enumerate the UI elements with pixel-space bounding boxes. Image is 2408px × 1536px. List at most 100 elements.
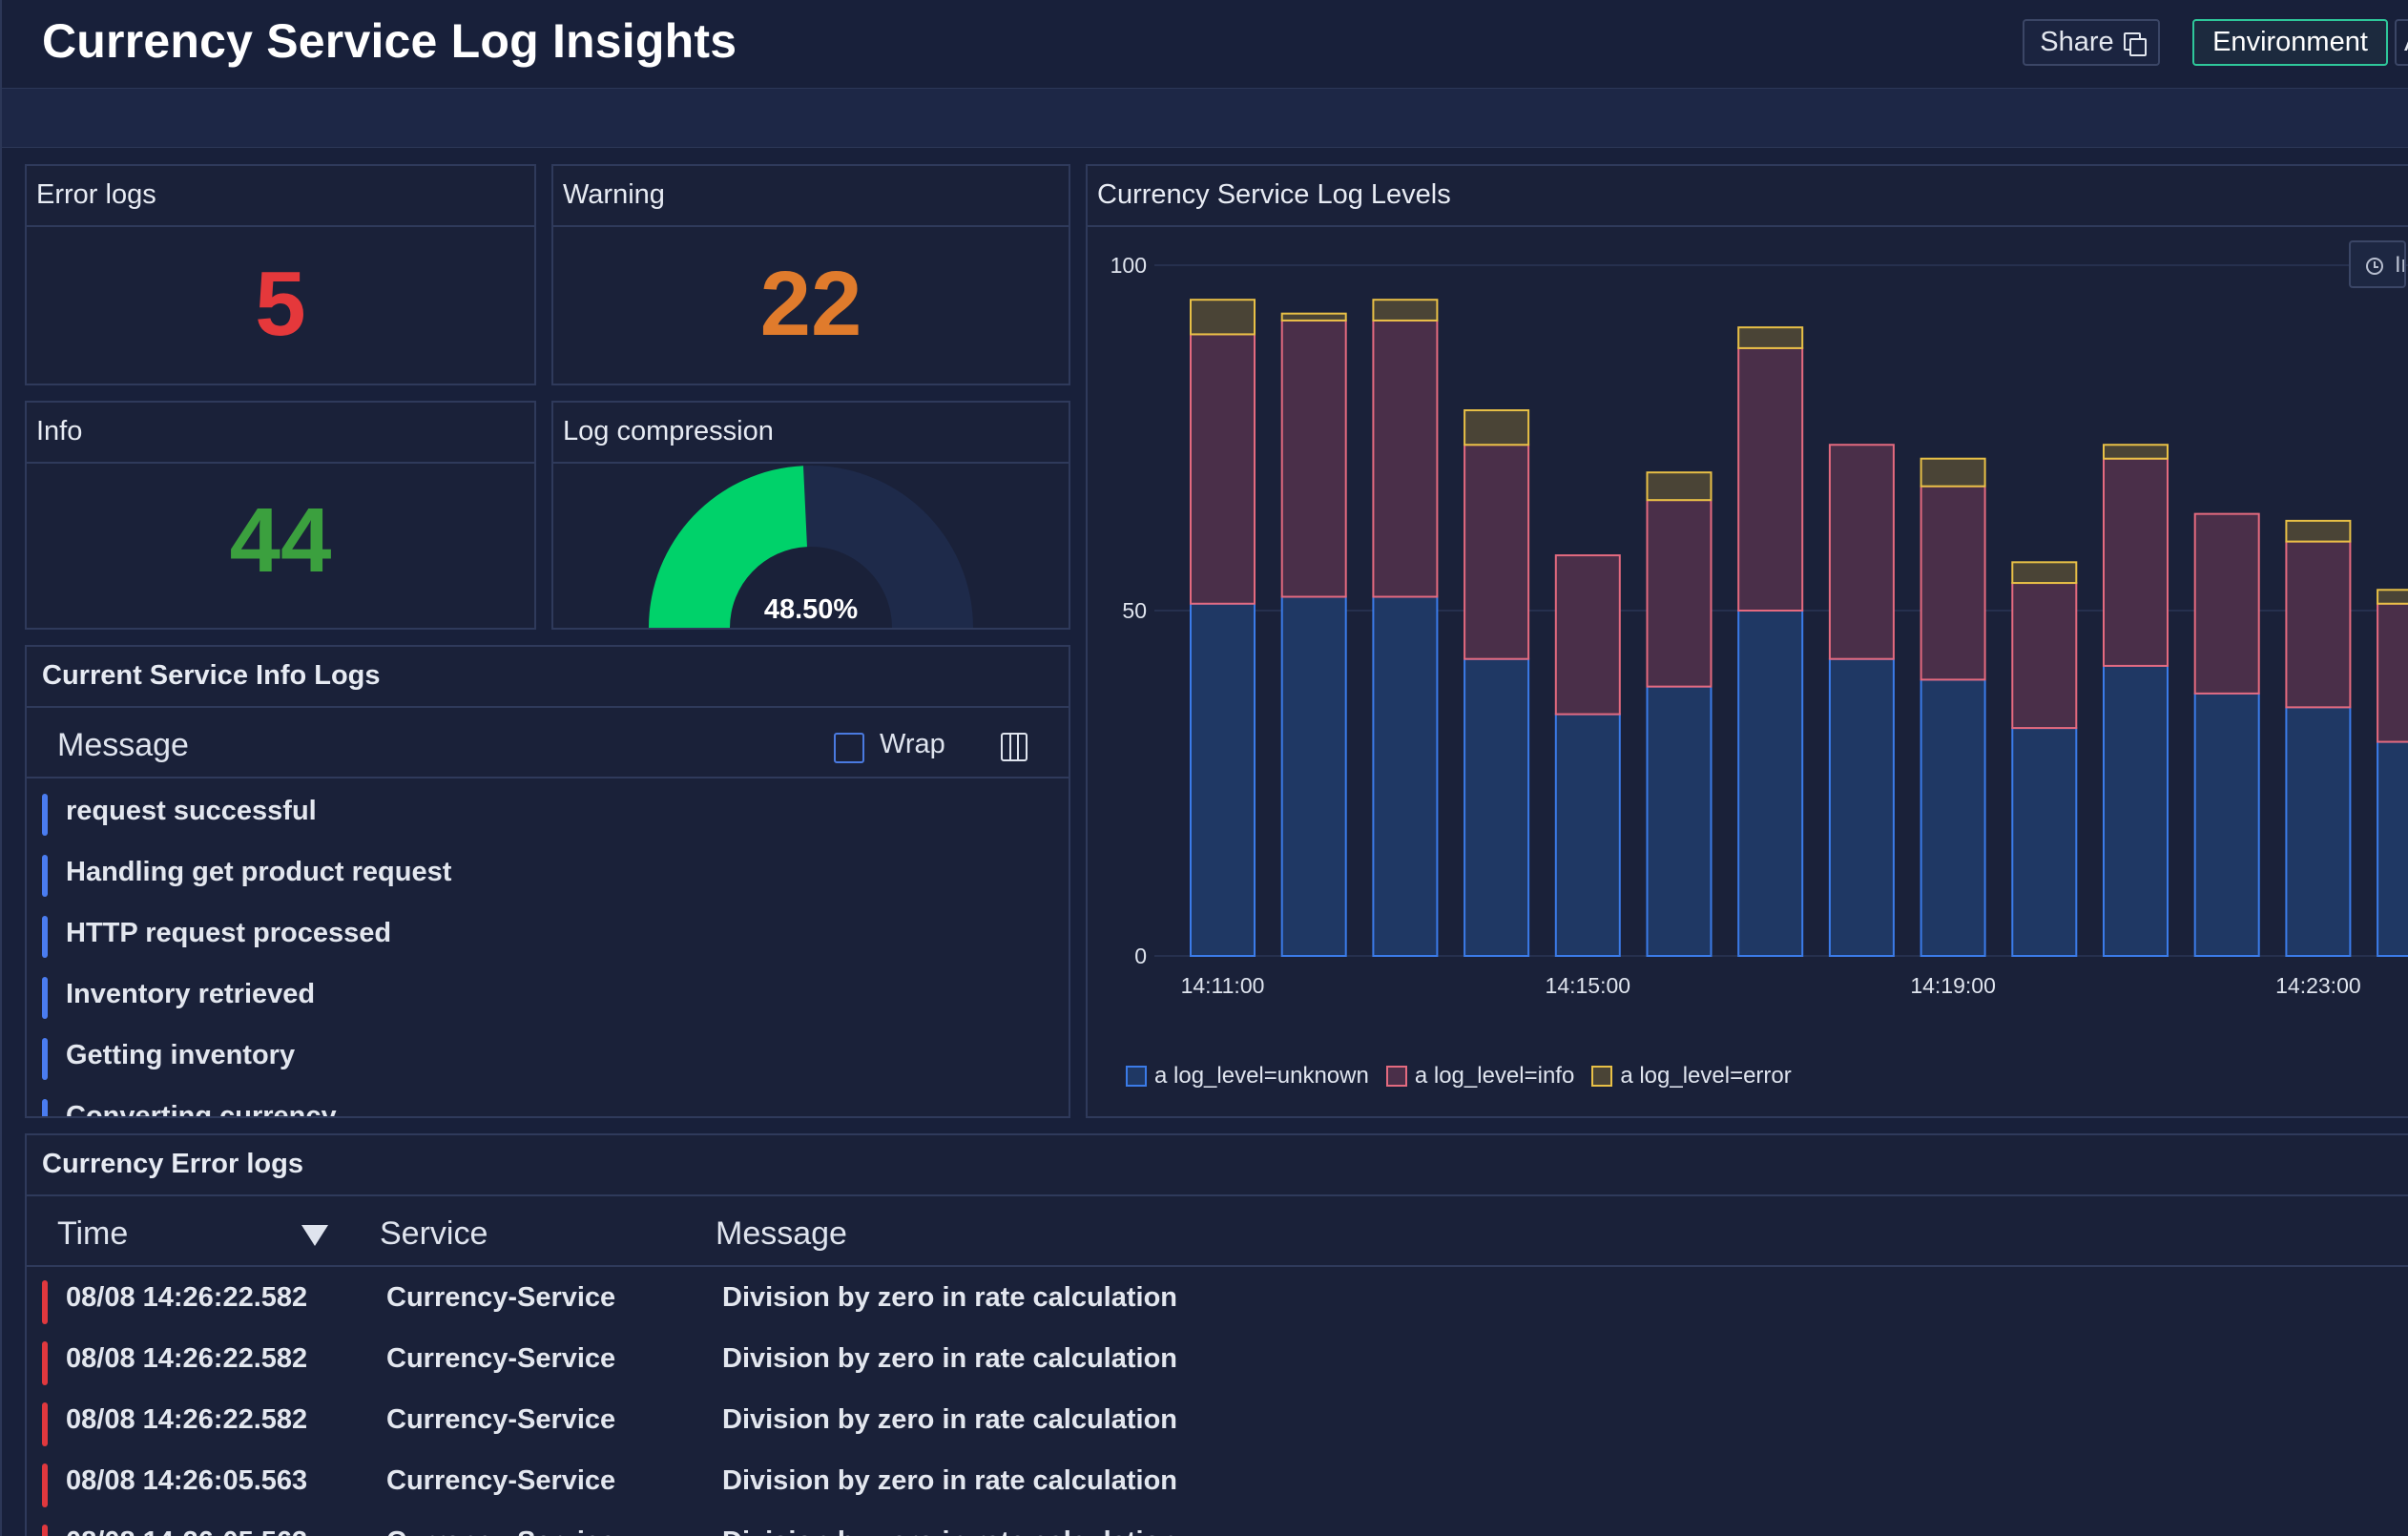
panel-title: Info	[27, 403, 534, 464]
bar-segment	[2377, 740, 2408, 957]
bar-segment	[1828, 444, 1895, 660]
legend-item[interactable]: a log_level=unknown	[1126, 1063, 1369, 1090]
gauge-track	[802, 466, 973, 628]
bar-segment	[2011, 561, 2078, 585]
error-logs-table-panel: Currency Error logs Time Service Message…	[25, 1133, 2408, 1536]
cell-service: Currency-Service	[386, 1282, 616, 1313]
error-log-list: 08/08 14:26:22.582 Currency-Service Divisi…	[27, 1269, 2408, 1536]
bar-segment	[2193, 692, 2260, 957]
bar-segment	[1280, 319, 1347, 598]
legend-item[interactable]: a log_level=info	[1385, 1063, 1575, 1090]
sort-desc-icon[interactable]	[301, 1225, 328, 1246]
legend-swatch	[1591, 1066, 1613, 1087]
legend-label: a log_level=error	[1620, 1063, 1792, 1089]
error-logs-panel: Error logs 5	[25, 164, 536, 385]
warning-panel: Warning 22	[551, 164, 1070, 385]
log-levels-chart: 0 50 100 14:11:00 14:15:00 14:19:00 14:23:00	[1111, 253, 2408, 998]
clock-icon	[2366, 258, 2383, 275]
legend-label: a log_level=unknown	[1154, 1063, 1369, 1089]
table-row[interactable]: 08/08 14:26:22.582 Currency-Service Divisi…	[27, 1391, 2408, 1452]
share-button[interactable]: Share	[2023, 19, 2160, 66]
list-item[interactable]: request successful	[27, 780, 1069, 841]
cell-message: Division by zero in rate calculation	[722, 1465, 1178, 1496]
list-item[interactable]: Converting currency	[27, 1086, 1069, 1116]
page-title: Currency Service Log Insights	[42, 14, 737, 68]
bar-segment	[2103, 457, 2169, 667]
level-indicator	[42, 1341, 48, 1385]
column-header-time[interactable]: Time	[57, 1215, 129, 1252]
legend-item[interactable]: a log_level=error	[1591, 1063, 1792, 1090]
log-message: Inventory retrieved	[66, 979, 316, 1009]
wrap-label[interactable]: Wrap	[880, 729, 945, 759]
legend-swatch	[1126, 1066, 1147, 1087]
error-count-value: 5	[255, 253, 306, 355]
level-indicator	[42, 1463, 48, 1507]
bar-segment	[1463, 657, 1530, 957]
log-message: Converting currency	[66, 1101, 337, 1116]
list-item[interactable]: HTTP request processed	[27, 903, 1069, 964]
bar-segment	[1280, 312, 1347, 322]
bar-segment	[1190, 333, 1256, 605]
bar-segment	[2103, 444, 2169, 460]
table-header: Time Service Message	[27, 1196, 2408, 1267]
environment-button[interactable]: Environment	[2192, 19, 2388, 66]
table-row[interactable]: 08/08 14:26:05.563 Currency-Service Divisi…	[27, 1513, 2408, 1536]
time-range-button[interactable]: In	[2349, 240, 2406, 288]
bar-segment	[2285, 706, 2352, 957]
dashboard-header: Currency Service Log Insights Share Envi…	[0, 0, 2408, 89]
cell-message: Division by zero in rate calculation	[722, 1343, 1178, 1374]
cell-time: 08/08 14:26:05.563	[66, 1526, 307, 1536]
bar-segment	[1828, 657, 1895, 957]
list-item[interactable]: Inventory retrieved	[27, 964, 1069, 1025]
log-message: request successful	[66, 796, 317, 826]
bar-segment	[2193, 512, 2260, 695]
overflow-button[interactable]: A	[2395, 19, 2408, 66]
log-compression-panel: Log compression 48.50%	[551, 401, 1070, 630]
bar-segment	[1920, 485, 1986, 681]
cell-time: 08/08 14:26:05.563	[66, 1465, 308, 1496]
info-log-list: request successful Handling get product r…	[27, 780, 1069, 1116]
level-indicator	[42, 1099, 48, 1116]
bar-segment	[1920, 457, 1986, 488]
list-item[interactable]: Getting inventory	[27, 1025, 1069, 1086]
cell-time: 08/08 14:26:22.582	[66, 1404, 308, 1435]
info-logs-panel: Current Service Info Logs Message Wrap r…	[25, 645, 1070, 1118]
table-row[interactable]: 08/08 14:26:22.582 Currency-Service Divisi…	[27, 1269, 2408, 1330]
cell-message: Division by zero in rate calculation	[722, 1282, 1178, 1313]
table-row[interactable]: 08/08 14:26:22.582 Currency-Service Divisi…	[27, 1330, 2408, 1391]
list-item[interactable]: Handling get product request	[27, 841, 1069, 903]
cell-message: Division by zero in rate calculation	[722, 1404, 1178, 1435]
panel-title: Current Service Info Logs	[27, 647, 1069, 708]
cell-message: Division by zero in rate calculation	[722, 1526, 1177, 1536]
level-indicator	[42, 1525, 48, 1536]
gauge-fill	[649, 466, 807, 628]
bar-segment	[2377, 589, 2408, 605]
bar-segment	[1737, 326, 1804, 349]
bar-segment	[2011, 582, 2078, 730]
table-header: Message Wrap	[27, 708, 1069, 778]
info-panel: Info 44	[25, 401, 536, 630]
chart-legend: a log_level=unknown a log_level=info a log…	[1126, 1060, 1792, 1092]
cell-service: Currency-Service	[386, 1465, 616, 1496]
share-label: Share	[2040, 27, 2114, 57]
level-indicator	[42, 916, 48, 958]
legend-label: a log_level=info	[1414, 1063, 1575, 1089]
gauge-value: 48.50%	[763, 594, 859, 625]
wrap-checkbox[interactable]	[834, 733, 864, 763]
bar-segment	[1737, 346, 1804, 612]
warning-count-value: 22	[759, 253, 862, 355]
level-indicator	[42, 1280, 48, 1324]
bar-segment	[1646, 499, 1713, 688]
level-indicator	[42, 855, 48, 897]
time-range-label: In	[2395, 252, 2404, 278]
column-header-service[interactable]: Service	[380, 1215, 488, 1252]
panel-title: Warning	[553, 166, 1069, 227]
columns-icon[interactable]	[1001, 733, 1028, 761]
bar-segment	[2285, 519, 2352, 543]
table-row[interactable]: 08/08 14:26:05.563 Currency-Service Divisi…	[27, 1452, 2408, 1513]
column-header-message[interactable]: Message	[716, 1215, 847, 1252]
x-tick-label: 14:19:00	[1910, 973, 1996, 998]
panel-title: Error logs	[27, 166, 534, 227]
column-header-message[interactable]: Message	[57, 727, 189, 763]
bar-segment	[1463, 444, 1530, 660]
